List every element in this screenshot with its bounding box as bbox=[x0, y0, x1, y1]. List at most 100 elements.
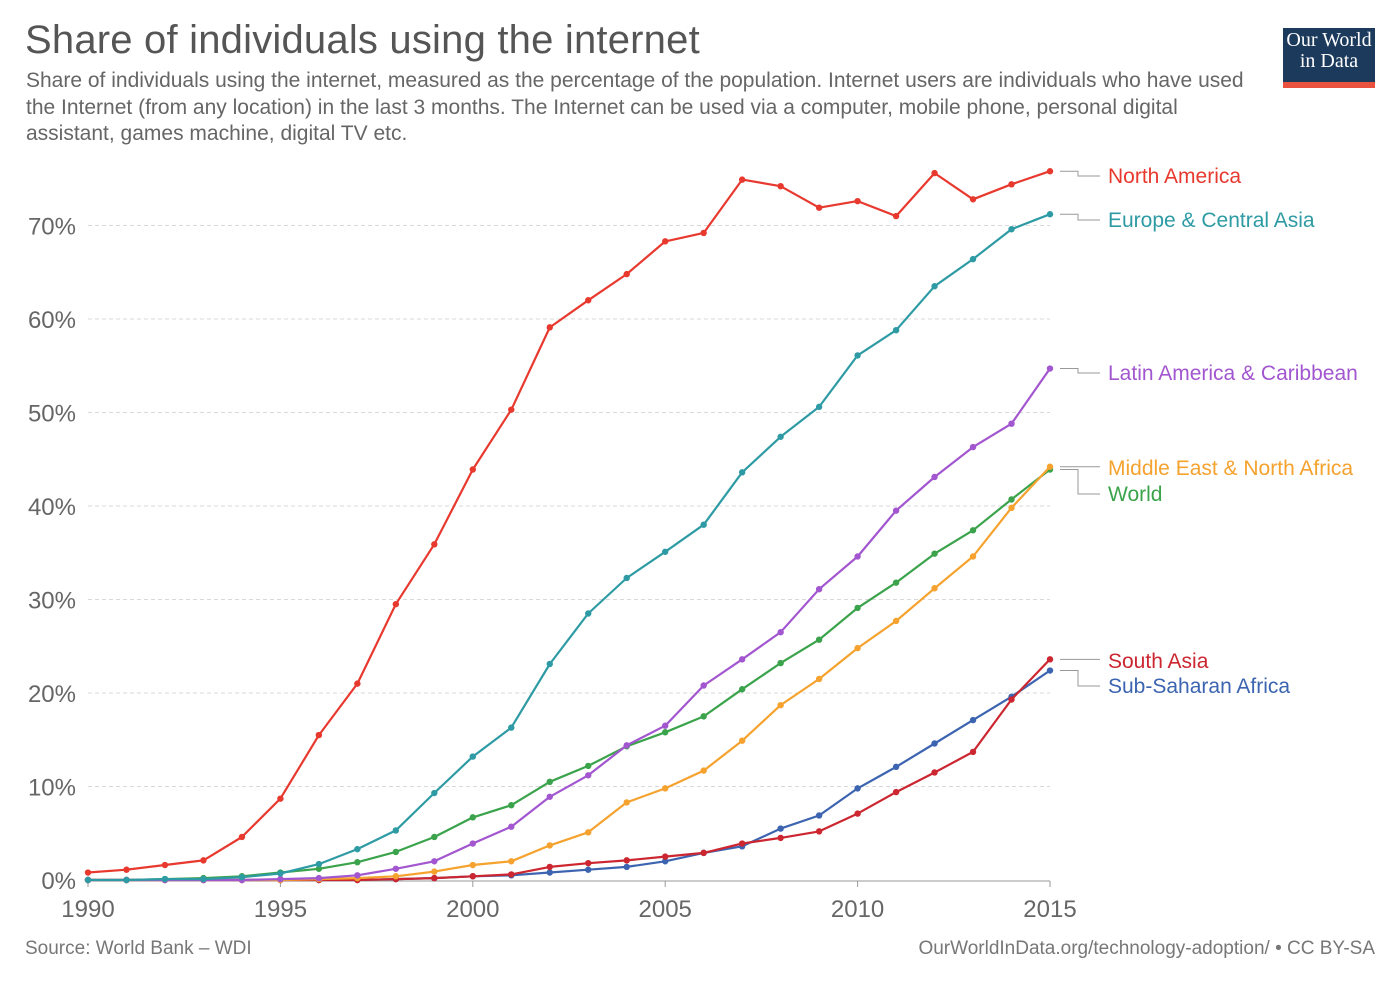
data-point bbox=[969, 527, 977, 534]
logo-line-1: Our World bbox=[1286, 29, 1372, 51]
data-point bbox=[315, 874, 323, 882]
data-point bbox=[623, 742, 630, 749]
data-point bbox=[1046, 211, 1054, 218]
series-labels: North America Europe & Central Asia Latin … bbox=[1060, 165, 1358, 698]
data-point bbox=[892, 788, 900, 796]
data-point bbox=[508, 871, 515, 878]
series-label: Sub-Saharan Africa bbox=[1108, 675, 1290, 698]
y-tick-label: 50% bbox=[28, 400, 76, 427]
x-tick-label: 2005 bbox=[639, 896, 692, 923]
data-point bbox=[546, 324, 553, 331]
series-label: World bbox=[1108, 483, 1162, 506]
data-point bbox=[854, 553, 861, 560]
data-point bbox=[431, 541, 438, 548]
data-point bbox=[700, 229, 707, 237]
data-point bbox=[892, 763, 900, 771]
data-point bbox=[469, 873, 476, 880]
data-point bbox=[315, 860, 323, 868]
data-point bbox=[585, 297, 592, 304]
data-point bbox=[815, 828, 823, 835]
footer-link[interactable]: OurWorldInData.org/technology-adoption/ … bbox=[918, 938, 1375, 959]
data-point bbox=[585, 772, 592, 779]
data-point bbox=[662, 548, 669, 555]
x-tick-label: 1995 bbox=[254, 896, 307, 923]
data-point bbox=[84, 876, 92, 884]
data-point bbox=[623, 857, 630, 864]
data-point bbox=[931, 585, 938, 592]
data-point bbox=[623, 270, 630, 278]
y-tick-label: 20% bbox=[28, 681, 76, 708]
data-point bbox=[84, 869, 92, 876]
y-tick-labels: 0% 10% 20% 30% 40% 50% 60% 70% bbox=[28, 213, 76, 895]
data-point bbox=[662, 722, 669, 729]
data-point bbox=[392, 848, 400, 856]
data-point bbox=[700, 521, 707, 528]
data-point bbox=[738, 686, 746, 693]
label-connector bbox=[1060, 368, 1100, 374]
data-point bbox=[815, 636, 823, 643]
label-connector bbox=[1060, 670, 1100, 687]
label-connector bbox=[1060, 469, 1100, 495]
data-point bbox=[469, 753, 476, 760]
data-point bbox=[662, 858, 669, 865]
data-point bbox=[1008, 181, 1015, 188]
data-point bbox=[277, 795, 284, 802]
data-point bbox=[892, 507, 900, 514]
data-point bbox=[1008, 496, 1015, 503]
data-point bbox=[854, 197, 861, 205]
data-point bbox=[931, 169, 938, 177]
data-point bbox=[969, 443, 977, 451]
data-point bbox=[392, 600, 400, 608]
data-point bbox=[623, 574, 630, 582]
data-point bbox=[392, 873, 400, 880]
data-point bbox=[1008, 420, 1015, 427]
series-lines bbox=[84, 168, 1054, 884]
y-tick-label: 10% bbox=[28, 774, 76, 801]
series-line bbox=[88, 468, 1051, 882]
data-point bbox=[431, 868, 438, 875]
data-point bbox=[931, 740, 938, 747]
data-point bbox=[662, 785, 669, 792]
data-point bbox=[777, 182, 784, 190]
data-point bbox=[738, 656, 746, 663]
data-point bbox=[508, 823, 515, 830]
data-point bbox=[662, 853, 669, 860]
data-point bbox=[815, 403, 823, 411]
series-line bbox=[88, 465, 1051, 882]
data-point bbox=[931, 769, 938, 776]
data-point bbox=[238, 833, 246, 841]
data-point bbox=[777, 701, 784, 709]
data-point bbox=[585, 866, 592, 873]
series-line bbox=[87, 170, 1051, 874]
y-tick-label: 60% bbox=[28, 307, 76, 334]
data-point bbox=[854, 644, 861, 652]
data-point bbox=[123, 876, 130, 884]
data-point bbox=[161, 875, 169, 883]
data-point bbox=[1046, 463, 1054, 470]
data-point bbox=[623, 799, 630, 806]
data-point bbox=[585, 762, 592, 770]
series-label: North America bbox=[1108, 165, 1241, 188]
data-point bbox=[392, 865, 400, 872]
data-point bbox=[1046, 168, 1054, 175]
owid-logo[interactable]: Our World in Data bbox=[1283, 28, 1375, 88]
series-label: South Asia bbox=[1108, 650, 1209, 673]
data-point bbox=[815, 204, 823, 211]
data-point bbox=[738, 469, 746, 476]
data-point bbox=[777, 825, 784, 832]
data-point bbox=[200, 857, 207, 864]
data-point bbox=[969, 748, 977, 756]
data-point bbox=[508, 724, 515, 731]
data-point bbox=[123, 866, 130, 873]
data-point bbox=[431, 874, 438, 882]
data-point bbox=[892, 212, 900, 220]
data-point bbox=[700, 767, 707, 774]
data-point bbox=[354, 845, 361, 853]
x-tick-label: 2010 bbox=[831, 896, 884, 923]
data-point bbox=[623, 863, 630, 871]
data-point bbox=[1008, 504, 1015, 512]
data-point bbox=[662, 238, 669, 245]
x-tick-label: 1990 bbox=[61, 896, 114, 923]
data-point bbox=[585, 829, 592, 836]
